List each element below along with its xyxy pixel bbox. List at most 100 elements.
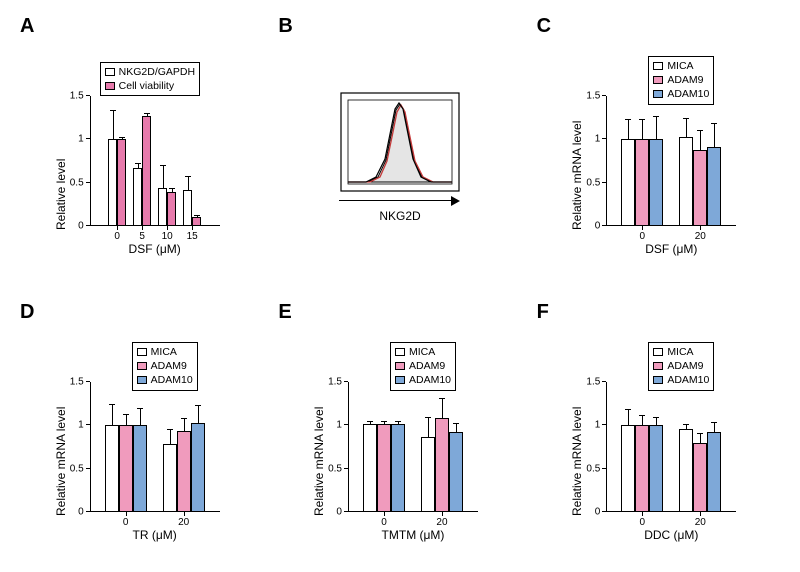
y-tick-label: 0.5 — [576, 177, 606, 188]
x-tick-mark — [700, 226, 701, 230]
y-tick-label: 0 — [576, 507, 606, 518]
error-bar — [700, 131, 701, 150]
y-tick-mark — [86, 225, 90, 226]
error-cap — [653, 116, 659, 117]
legend-swatch — [395, 376, 405, 384]
x-tick-label: 15 — [187, 231, 198, 242]
error-bar — [122, 138, 123, 140]
panel-d: D MICAADAM9ADAM10Relative mRNA levelTR (… — [20, 301, 263, 557]
x-axis-label: TMTM (μM) — [348, 528, 478, 542]
error-bar — [198, 406, 199, 422]
y-axis — [90, 382, 91, 512]
y-tick-mark — [344, 511, 348, 512]
bar — [167, 192, 176, 226]
y-tick-label: 1 — [60, 420, 90, 431]
x-axis-label: TR (μM) — [90, 528, 220, 542]
legend-label: ADAM10 — [667, 87, 709, 101]
legend-swatch — [395, 362, 405, 370]
legend-label: ADAM9 — [409, 359, 445, 373]
error-bar — [112, 405, 113, 426]
y-tick-mark — [86, 182, 90, 183]
bar — [679, 137, 693, 226]
legend-swatch — [653, 362, 663, 370]
error-bar — [714, 423, 715, 433]
panel-e-label: E — [278, 301, 291, 324]
panel-b: B — [278, 15, 521, 271]
x-tick-label: 10 — [162, 231, 173, 242]
legend-item: ADAM9 — [395, 359, 451, 373]
error-bar — [686, 119, 687, 137]
y-tick-label: 0.5 — [576, 463, 606, 474]
y-tick-mark — [602, 381, 606, 382]
error-cap — [697, 433, 703, 434]
y-tick-label: 0.5 — [60, 463, 90, 474]
error-cap — [144, 113, 150, 114]
error-cap — [169, 188, 175, 189]
error-bar — [428, 418, 429, 437]
error-cap — [135, 163, 141, 164]
bar — [679, 429, 693, 512]
legend-swatch — [653, 76, 663, 84]
error-bar — [370, 422, 371, 425]
panel-e-chart: MICAADAM9ADAM10Relative mRNA levelTMTM (… — [278, 301, 521, 557]
y-tick-mark — [86, 95, 90, 96]
legend-label: ADAM10 — [151, 373, 193, 387]
legend-label: MICA — [667, 59, 693, 73]
x-axis-label: DSF (μM) — [90, 242, 220, 256]
y-tick-mark — [602, 424, 606, 425]
panel-b-flow: NKG2D — [278, 15, 521, 271]
legend-label: ADAM9 — [667, 359, 703, 373]
legend-item: MICA — [653, 345, 709, 359]
legend-swatch — [137, 362, 147, 370]
error-cap — [195, 405, 201, 406]
legend-item: NKG2D/GAPDH — [105, 65, 195, 79]
legend-label: NKG2D/GAPDH — [119, 65, 195, 79]
chart-legend: NKG2D/GAPDHCell viability — [100, 62, 200, 96]
x-tick-mark — [642, 512, 643, 516]
legend-swatch — [653, 376, 663, 384]
error-bar — [147, 114, 148, 116]
y-tick-mark — [86, 381, 90, 382]
error-cap — [653, 417, 659, 418]
bar — [377, 424, 391, 512]
bar — [391, 424, 405, 512]
panel-f-chart: MICAADAM9ADAM10Relative mRNA levelDDC (μ… — [537, 301, 780, 557]
y-tick-mark — [86, 424, 90, 425]
error-cap — [453, 423, 459, 424]
x-tick-mark — [184, 512, 185, 516]
bar — [635, 139, 649, 226]
error-bar — [138, 164, 139, 167]
error-bar — [197, 216, 198, 218]
x-tick-mark — [126, 512, 127, 516]
y-tick-label: 1.5 — [60, 91, 90, 102]
x-tick-mark — [117, 226, 118, 230]
flow-axis-label: NKG2D — [379, 209, 420, 223]
x-tick-mark — [700, 512, 701, 516]
x-tick-mark — [442, 512, 443, 516]
error-bar — [656, 418, 657, 426]
chart-legend: MICAADAM9ADAM10 — [390, 342, 456, 391]
legend-swatch — [105, 82, 115, 90]
x-tick-label: 20 — [695, 231, 706, 242]
error-cap — [185, 176, 191, 177]
bar — [183, 190, 192, 226]
bar — [119, 425, 133, 512]
legend-swatch — [395, 348, 405, 356]
error-bar — [126, 415, 127, 425]
bar — [621, 425, 635, 512]
x-tick-label: 0 — [640, 231, 646, 242]
y-tick-label: 0 — [318, 507, 348, 518]
error-cap — [711, 422, 717, 423]
y-tick-mark — [602, 95, 606, 96]
legend-item: ADAM10 — [653, 373, 709, 387]
chart-legend: MICAADAM9ADAM10 — [648, 342, 714, 391]
error-cap — [123, 414, 129, 415]
error-cap — [625, 119, 631, 120]
y-tick-label: 1.5 — [318, 377, 348, 388]
legend-label: MICA — [151, 345, 177, 359]
error-cap — [110, 110, 116, 111]
panel-a: A NKG2D/GAPDHCell viabilityRelative leve… — [20, 15, 263, 271]
error-bar — [184, 419, 185, 431]
x-tick-label: 0 — [123, 517, 129, 528]
error-cap — [639, 415, 645, 416]
